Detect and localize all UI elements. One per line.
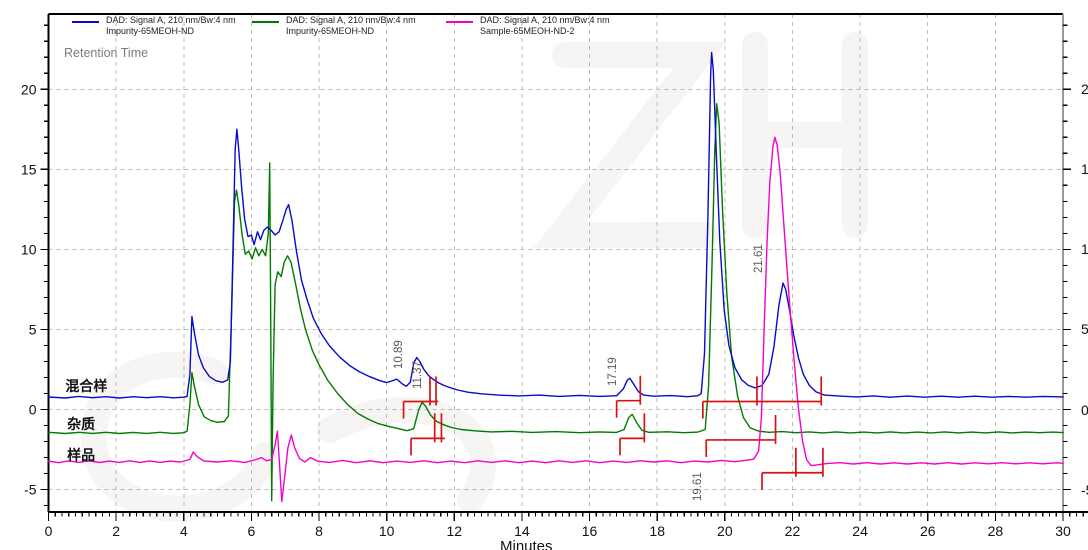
- peak-label-21.61: 21.61: [752, 244, 765, 274]
- right-axis-label-fragment: 10: [1081, 241, 1088, 258]
- legend-swatch-magenta: [446, 21, 473, 23]
- right-axis-label-fragment: 0: [1081, 401, 1088, 418]
- svg-text:10: 10: [379, 523, 395, 539]
- legend-entry-magenta: DAD: Signal A, 210 nm/Bw:4 nm Sample-65M…: [446, 15, 610, 36]
- legend-entry-blue: DAD: Signal A, 210 nm/Bw:4 nm Impurity-6…: [72, 15, 236, 36]
- svg-text:24: 24: [852, 523, 868, 539]
- legend-line1: DAD: Signal A, 210 nm/Bw:4 nm: [106, 15, 236, 25]
- legend-text-blue: DAD: Signal A, 210 nm/Bw:4 nm Impurity-6…: [106, 15, 236, 36]
- right-axis-label-fragment: -5: [1081, 481, 1088, 498]
- x-axis-title: Minutes: [500, 538, 553, 550]
- trace-label-mixed-sample: 混合样: [65, 377, 108, 394]
- svg-text:4: 4: [180, 523, 188, 539]
- right-axis-label-fragment: 15: [1081, 161, 1088, 178]
- svg-text:5: 5: [29, 321, 37, 337]
- legend-swatch-blue: [72, 21, 99, 23]
- legend-swatch-green: [252, 21, 279, 23]
- legend-line2: Impurity-65MEOH-ND: [286, 25, 375, 36]
- peak-label-17.19: 17.19: [607, 357, 620, 387]
- svg-text:0: 0: [45, 523, 53, 539]
- legend-line2: Impurity-65MEOH-ND: [106, 25, 195, 36]
- svg-text:30: 30: [1055, 523, 1071, 539]
- svg-text:16: 16: [582, 523, 598, 539]
- legend-line2: Sample-65MEOH-ND-2: [480, 25, 575, 36]
- retention-time-label: Retention Time: [64, 46, 149, 60]
- trace-label-sample: 样品: [67, 446, 96, 463]
- legend: DAD: Signal A, 210 nm/Bw:4 nm Impurity-6…: [0, 15, 1088, 49]
- svg-text:15: 15: [21, 161, 37, 177]
- svg-text:20: 20: [717, 523, 733, 539]
- svg-text:8: 8: [315, 523, 323, 539]
- svg-text:-5: -5: [24, 482, 37, 498]
- svg-text:14: 14: [514, 523, 530, 539]
- peak-label-11.37: 11.37: [411, 360, 424, 389]
- peak-label-10.89: 10.89: [393, 340, 405, 370]
- legend-entry-green: DAD: Signal A, 210 nm/Bw:4 nm Impurity-6…: [252, 15, 416, 36]
- svg-text:10: 10: [21, 241, 37, 257]
- svg-text:28: 28: [988, 523, 1004, 539]
- svg-text:18: 18: [649, 523, 665, 539]
- legend-line1: DAD: Signal A, 210 nm/Bw:4 nm: [480, 15, 610, 25]
- trace-label-impurity: 杂质: [67, 416, 96, 433]
- svg-text:20: 20: [21, 81, 37, 97]
- svg-text:0: 0: [29, 402, 37, 418]
- right-axis-label-fragment: 5: [1081, 321, 1088, 338]
- legend-text-green: DAD: Signal A, 210 nm/Bw:4 nm Impurity-6…: [286, 15, 416, 36]
- peak-label-19.61: 19.61: [691, 472, 704, 501]
- svg-text:22: 22: [785, 523, 801, 539]
- svg-text:12: 12: [447, 523, 463, 539]
- right-axis-label-fragment: 20: [1081, 81, 1088, 98]
- svg-text:2: 2: [112, 523, 120, 539]
- svg-text:26: 26: [920, 523, 936, 539]
- legend-text-magenta: DAD: Signal A, 210 nm/Bw:4 nm Sample-65M…: [480, 15, 610, 36]
- svg-text:6: 6: [248, 523, 256, 539]
- legend-line1: DAD: Signal A, 210 nm/Bw:4 nm: [286, 15, 416, 25]
